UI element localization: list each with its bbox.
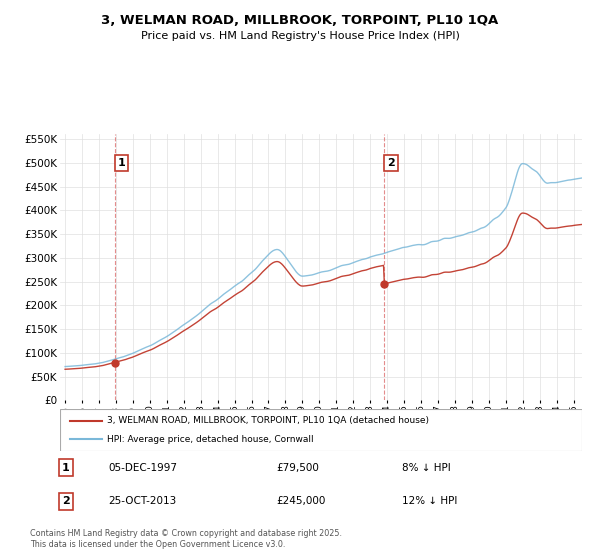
Text: 2: 2 (387, 158, 395, 168)
Text: 1: 1 (118, 158, 125, 168)
Text: 3, WELMAN ROAD, MILLBROOK, TORPOINT, PL10 1QA (detached house): 3, WELMAN ROAD, MILLBROOK, TORPOINT, PL1… (107, 416, 429, 425)
Text: £245,000: £245,000 (276, 496, 325, 506)
Text: 8% ↓ HPI: 8% ↓ HPI (402, 463, 451, 473)
Text: HPI: Average price, detached house, Cornwall: HPI: Average price, detached house, Corn… (107, 435, 314, 444)
Text: £79,500: £79,500 (276, 463, 319, 473)
Text: 25-OCT-2013: 25-OCT-2013 (108, 496, 176, 506)
Text: Price paid vs. HM Land Registry's House Price Index (HPI): Price paid vs. HM Land Registry's House … (140, 31, 460, 41)
Text: Contains HM Land Registry data © Crown copyright and database right 2025.
This d: Contains HM Land Registry data © Crown c… (30, 529, 342, 549)
Text: 12% ↓ HPI: 12% ↓ HPI (402, 496, 457, 506)
FancyBboxPatch shape (60, 409, 582, 451)
Text: 2: 2 (62, 496, 70, 506)
Text: 05-DEC-1997: 05-DEC-1997 (108, 463, 177, 473)
Text: 3, WELMAN ROAD, MILLBROOK, TORPOINT, PL10 1QA: 3, WELMAN ROAD, MILLBROOK, TORPOINT, PL1… (101, 14, 499, 27)
Text: 1: 1 (62, 463, 70, 473)
